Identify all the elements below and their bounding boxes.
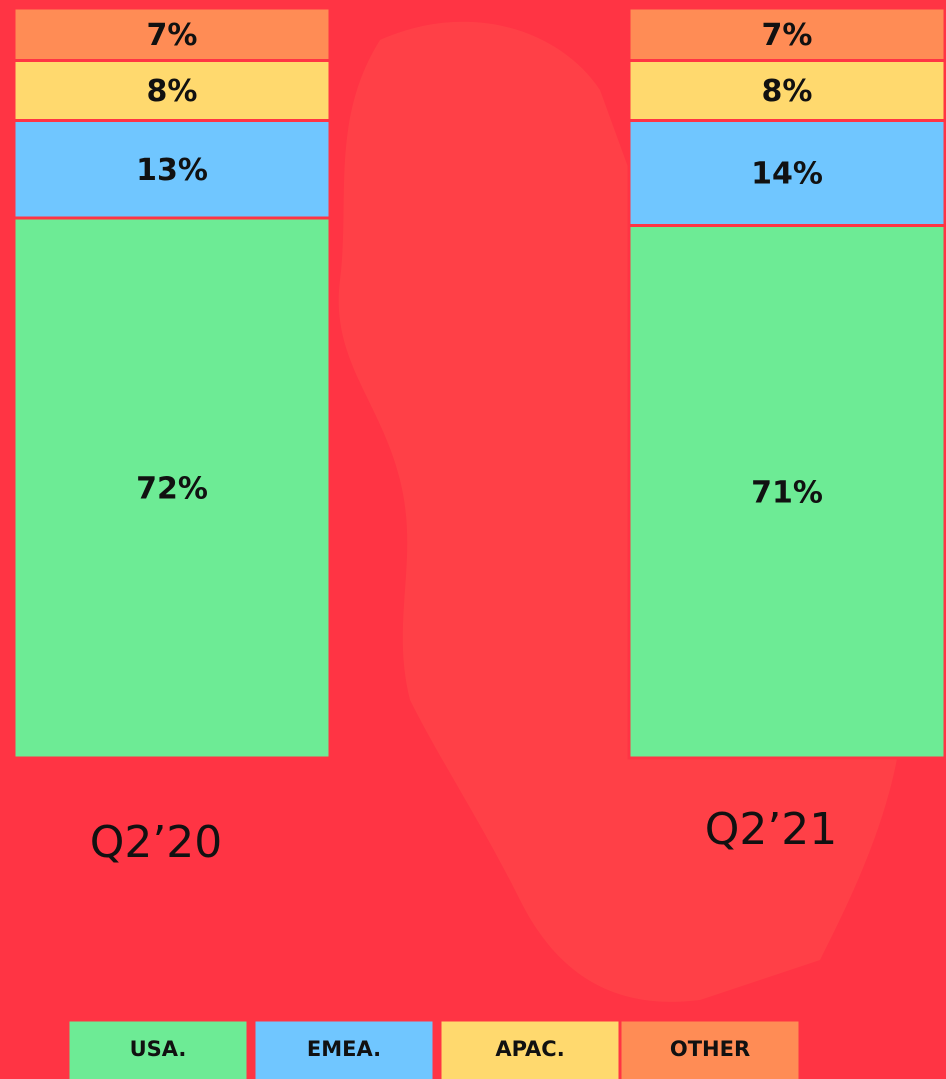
legend-label: APAC. bbox=[495, 1037, 564, 1061]
x-tick-label: Q2’20 bbox=[90, 817, 223, 868]
legend-label: EMEA. bbox=[307, 1037, 381, 1061]
data-label: 14% bbox=[751, 157, 823, 192]
bar-segment bbox=[627, 224, 946, 760]
data-label: 71% bbox=[751, 475, 823, 510]
legend-swatch bbox=[66, 1018, 250, 1079]
data-label: 72% bbox=[136, 472, 208, 507]
bar-segment bbox=[627, 6, 946, 62]
bar-segment bbox=[12, 119, 332, 220]
legend-label: OTHER bbox=[670, 1037, 750, 1061]
data-label: 7% bbox=[147, 18, 198, 53]
bar-segment bbox=[627, 119, 946, 227]
data-label: 7% bbox=[762, 18, 813, 53]
data-label: 13% bbox=[136, 153, 208, 188]
legend-swatch bbox=[252, 1018, 436, 1079]
x-tick-label: Q2’21 bbox=[705, 804, 838, 855]
data-label: 8% bbox=[762, 74, 813, 109]
bar-segment bbox=[627, 59, 946, 122]
data-label: 8% bbox=[147, 74, 198, 109]
bar-segment bbox=[12, 6, 332, 62]
legend-swatch bbox=[618, 1018, 802, 1079]
legend-label: USA. bbox=[130, 1037, 187, 1061]
